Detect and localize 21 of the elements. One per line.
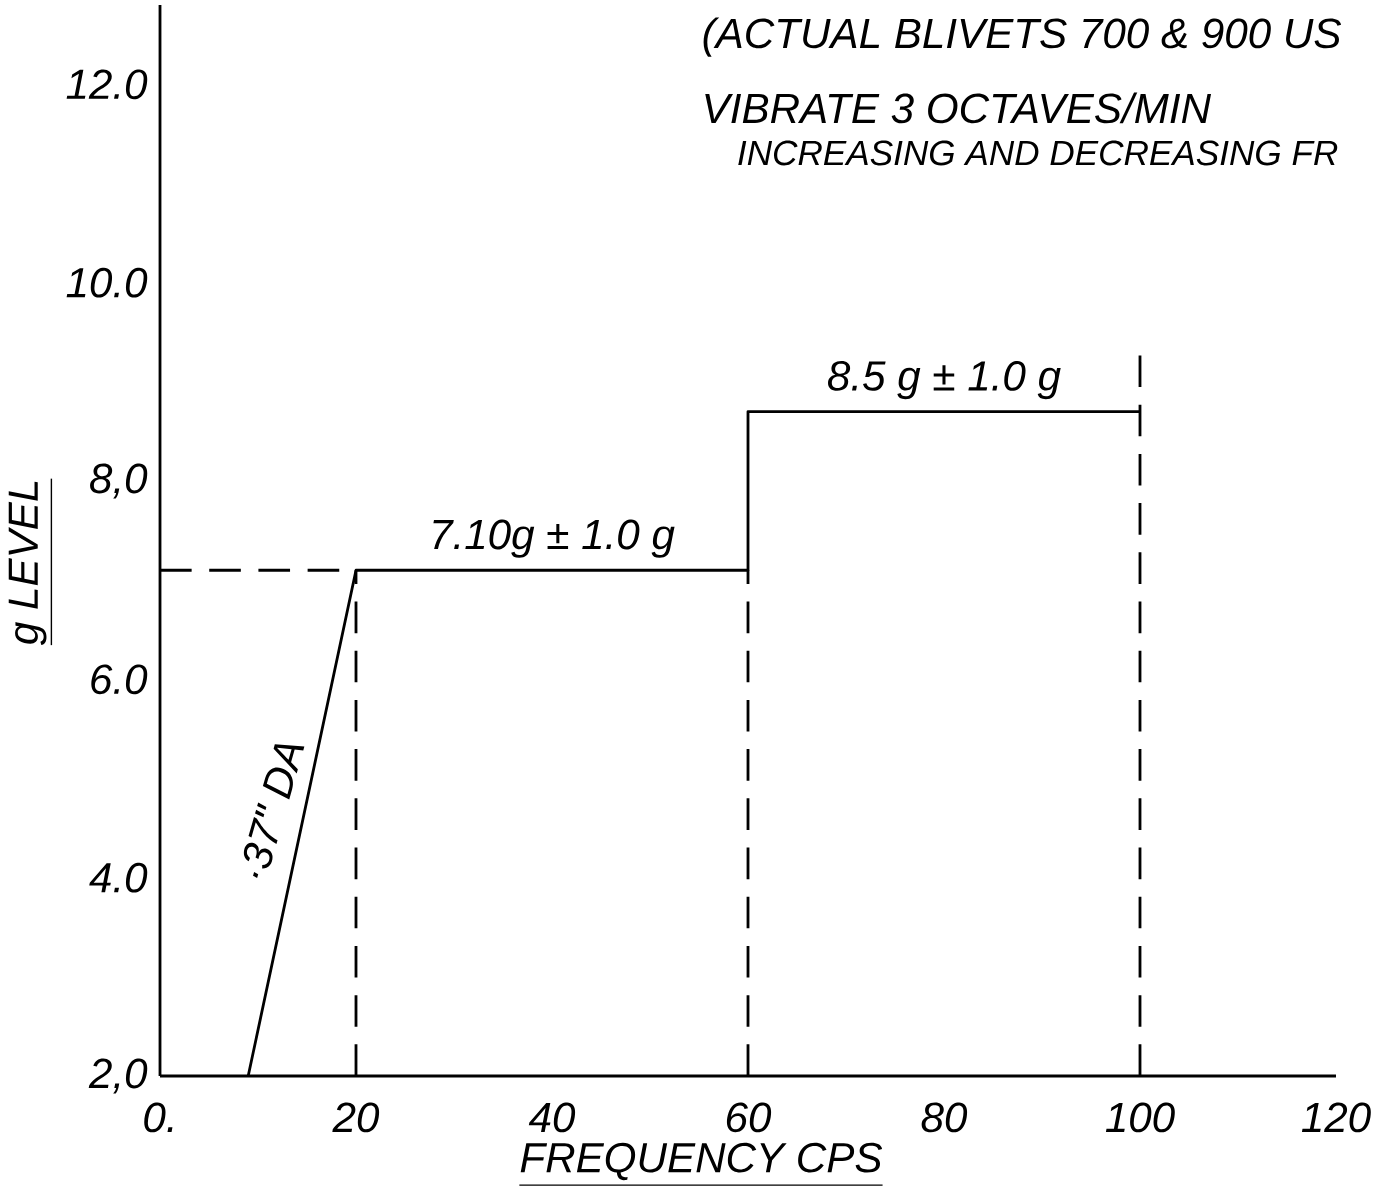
- x-tick-label: 100: [1105, 1102, 1175, 1133]
- x-tick-label: 120: [1301, 1102, 1371, 1133]
- x-axis-title: FREQUENCY CPS: [520, 1142, 883, 1181]
- y-tick-label: 8,0: [90, 463, 148, 499]
- y-tick-label: 2,0: [88, 1058, 148, 1094]
- x-tick-label: 0.: [144, 1102, 173, 1133]
- annotation: INCREASING AND DECREASING FR: [738, 140, 1338, 166]
- text: VIBRATE 3 OCTAVES/MIN: [705, 92, 1212, 124]
- y-tick-label: 10.0: [66, 267, 148, 298]
- y-tick-label: 12.0: [66, 69, 148, 100]
- x-tick-label: 80: [921, 1102, 968, 1133]
- y-tick-label: 4.0: [89, 862, 148, 893]
- x-tick-label: 20: [332, 1102, 380, 1133]
- chart-title: (ACTUAL BLIVETS 700 & 900 US: [703, 17, 1342, 57]
- y-axis-title: g LEVEL: [8, 481, 47, 646]
- annotation: 7.10g ± 1.0 g: [433, 519, 675, 558]
- annotation: 8.5 g ± 1.0 g: [828, 360, 1061, 400]
- x-tick-label: 60: [726, 1102, 772, 1133]
- annotation: ·37" DA: [243, 744, 305, 878]
- x-tick-label: 40: [528, 1102, 576, 1133]
- y-tick-label: 6.0: [91, 664, 148, 695]
